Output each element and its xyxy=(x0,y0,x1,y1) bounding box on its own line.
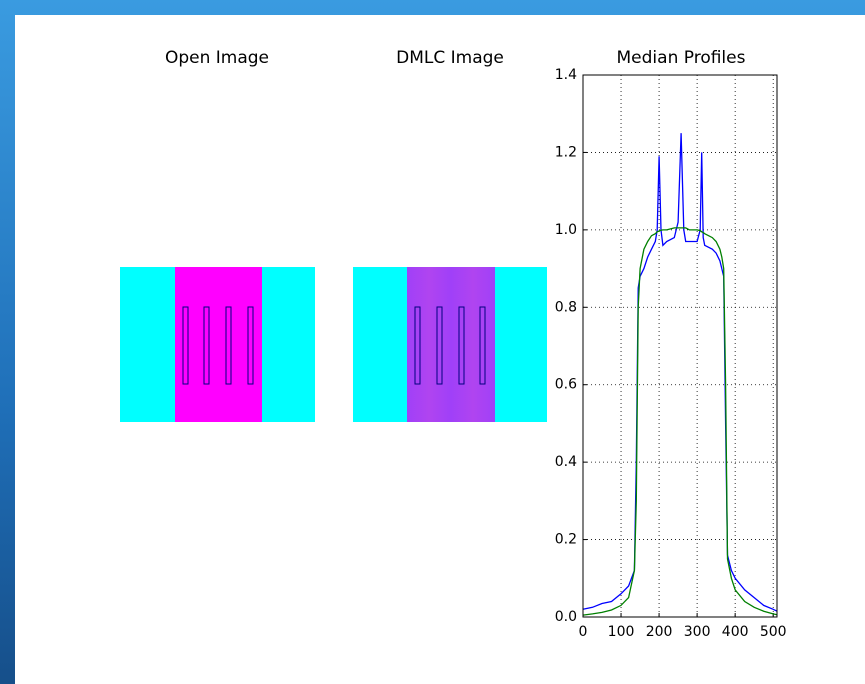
x-tick-label: 200 xyxy=(646,624,673,640)
panel-title: DMLC Image xyxy=(396,48,504,68)
y-tick-label: 0.8 xyxy=(555,299,577,315)
panel-title: Median Profiles xyxy=(617,48,746,68)
line-series xyxy=(583,228,777,615)
x-tick-label: 0 xyxy=(579,624,588,640)
y-tick-label: 1.4 xyxy=(555,67,577,83)
y-tick-label: 0.4 xyxy=(555,454,577,470)
x-tick-label: 500 xyxy=(760,624,787,640)
page: Open Image DMLC Image Median Profiles 0.… xyxy=(0,0,865,684)
y-tick-label: 1.0 xyxy=(555,222,577,238)
dmlc-image xyxy=(353,267,547,422)
figure: Open Image DMLC Image Median Profiles 0.… xyxy=(0,0,865,684)
y-tick-label: 0.0 xyxy=(555,609,577,625)
panel-title: Open Image xyxy=(165,48,269,68)
y-tick-label: 1.2 xyxy=(555,144,577,160)
x-tick-label: 300 xyxy=(684,624,711,640)
open-image xyxy=(120,267,315,422)
x-tick-label: 400 xyxy=(722,624,749,640)
y-tick-label: 0.6 xyxy=(555,377,577,393)
y-tick-label: 0.2 xyxy=(555,532,577,548)
x-tick-label: 100 xyxy=(608,624,635,640)
